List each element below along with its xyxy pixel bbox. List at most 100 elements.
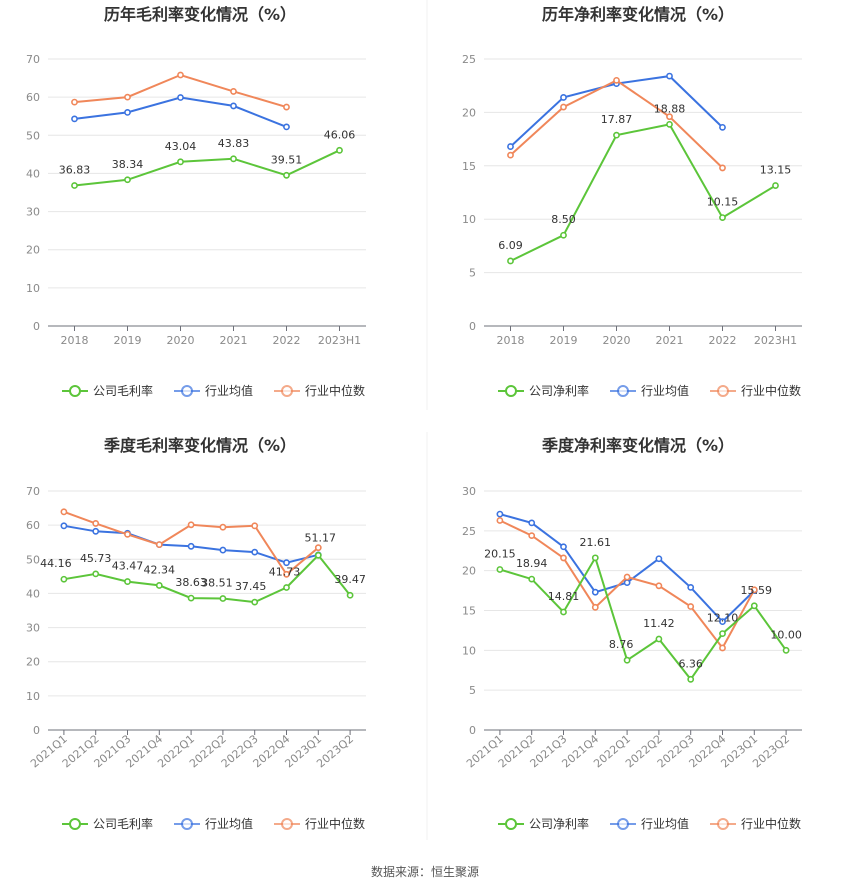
data-point-industry_avg <box>528 519 536 527</box>
y-tick-label: 50 <box>26 553 40 566</box>
data-point-industry_avg <box>623 579 631 587</box>
series-line-company <box>63 553 351 604</box>
data-point-industry_avg <box>230 102 237 110</box>
data-label: 13.15 <box>760 164 792 177</box>
data-point-company <box>507 257 514 265</box>
data-point-company <box>283 171 290 179</box>
legend-item-industry_median: 行业中位数 <box>710 383 801 398</box>
data-point-industry_median <box>283 570 290 578</box>
data-label: 43.04 <box>165 140 197 153</box>
legend-item-company: 公司净利率 <box>498 383 589 398</box>
legend-marker <box>181 385 193 397</box>
data-point-industry_avg <box>219 546 227 554</box>
data-point-industry_avg <box>60 522 68 530</box>
x-tick-label: 2021 <box>220 334 248 347</box>
data-label: 15.59 <box>741 584 773 597</box>
legend-item-industry_avg: 行业均值 <box>610 383 689 398</box>
y-tick-label: 15 <box>462 160 476 173</box>
data-point-industry_avg <box>177 94 184 101</box>
y-tick-label: 20 <box>26 656 40 669</box>
data-point-company <box>687 675 695 683</box>
x-tick-label: 2020 <box>167 334 195 347</box>
data-label: 38.63 <box>175 576 207 589</box>
data-point-company <box>155 582 163 589</box>
data-label: 21.61 <box>580 536 612 549</box>
data-label: 36.83 <box>59 164 91 177</box>
legend-item-industry_avg: 行业均值 <box>174 383 253 398</box>
data-point-industry_avg <box>719 618 726 626</box>
data-point-industry_avg <box>666 72 673 80</box>
data-point-industry_median <box>60 508 68 516</box>
y-tick-label: 20 <box>26 244 40 257</box>
data-point-industry_median <box>528 532 536 540</box>
data-point-industry_median <box>560 554 567 562</box>
y-tick-label: 70 <box>26 485 40 498</box>
data-point-company <box>187 594 195 602</box>
data-point-company <box>666 120 673 128</box>
legend-marker <box>281 385 293 397</box>
legend-label: 行业中位数 <box>741 816 801 831</box>
chart-panel-2: 历年净利率变化情况（%） 0 5 10 15 20 25 2018 2019 2020 2021 20… <box>462 5 802 398</box>
legend-label: 行业中位数 <box>741 383 801 398</box>
y-tick-label: 0 <box>469 724 476 737</box>
data-point-company <box>655 635 663 643</box>
data-point-industry_median <box>496 517 504 524</box>
data-label: 38.34 <box>112 158 144 171</box>
chart-panel-4: 季度净利率变化情况（%）0510152025302021Q12021Q22021… <box>462 436 802 831</box>
data-point-industry_median <box>230 88 237 95</box>
y-tick-label: 50 <box>26 129 40 142</box>
data-point-industry_avg <box>560 94 567 101</box>
y-tick-label: 30 <box>26 206 40 219</box>
x-tick-label: 2018 <box>61 334 89 347</box>
data-point-industry_median <box>666 113 673 121</box>
x-tick-label: 2023H1 <box>318 334 361 347</box>
y-tick-label: 25 <box>462 53 476 66</box>
legend-label: 行业均值 <box>205 816 253 831</box>
chart-title: 历年净利率变化情况（%） <box>542 5 734 24</box>
data-point-company <box>314 551 322 559</box>
data-label: 12.10 <box>707 612 739 625</box>
data-point-industry_median <box>613 76 620 84</box>
legend-label: 行业均值 <box>205 383 253 398</box>
legend-label: 行业均值 <box>641 383 689 398</box>
series-line-company <box>499 555 787 681</box>
data-point-company <box>560 231 567 239</box>
data-point-industry_median <box>124 93 131 101</box>
data-point-industry_median <box>124 530 131 538</box>
legend-item-company: 公司毛利率 <box>62 816 153 831</box>
data-label: 11.42 <box>643 617 675 630</box>
legend-marker <box>69 818 81 830</box>
data-point-industry_median <box>177 71 184 79</box>
data-point-company <box>623 656 631 664</box>
data-point-industry_avg <box>92 527 100 535</box>
data-point-industry_median <box>219 523 227 531</box>
data-point-industry_avg <box>124 109 131 116</box>
data-label: 39.51 <box>271 153 303 166</box>
data-point-company <box>613 131 620 139</box>
y-tick-label: 0 <box>33 320 40 333</box>
series-line-company <box>74 149 340 187</box>
data-label: 43.47 <box>112 560 144 573</box>
legend-item-company: 公司净利率 <box>498 816 589 831</box>
data-point-industry_median <box>92 520 100 527</box>
y-tick-label: 30 <box>26 622 40 635</box>
legend-marker <box>617 385 629 397</box>
series-line-company <box>510 123 777 262</box>
y-tick-label: 40 <box>26 587 40 600</box>
data-label: 46.06 <box>324 128 356 141</box>
x-tick-label: 2020 <box>603 334 631 347</box>
data-label: 18.88 <box>654 102 686 115</box>
data-point-industry_median <box>655 582 663 590</box>
data-label: 37.45 <box>235 580 267 593</box>
data-point-industry_avg <box>283 123 290 131</box>
data-point-company <box>336 146 343 154</box>
y-tick-label: 60 <box>26 91 40 104</box>
data-point-company <box>346 591 354 599</box>
y-tick-label: 10 <box>462 644 476 657</box>
legend-item-industry_avg: 行业均值 <box>610 816 689 831</box>
data-point-industry_median <box>750 586 758 594</box>
data-point-company <box>92 570 100 578</box>
legend-label: 公司净利率 <box>529 383 589 398</box>
data-point-company <box>230 155 237 163</box>
y-tick-label: 20 <box>462 106 476 119</box>
